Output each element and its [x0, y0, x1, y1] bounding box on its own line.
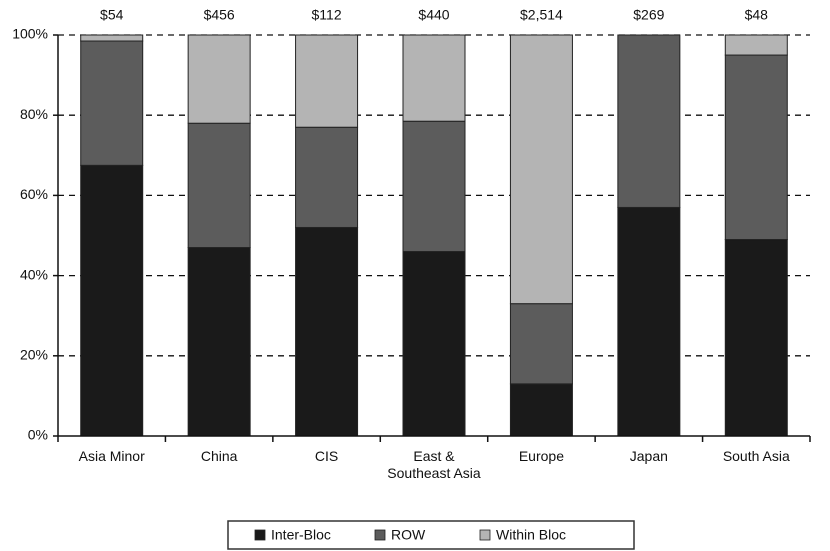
total-label: $112: [312, 7, 342, 23]
x-tick-label: Asia Minor: [78, 448, 145, 464]
bar-segment: [509, 383, 573, 437]
x-tick-label: CIS: [314, 448, 339, 464]
y-tick-label: 60%: [20, 186, 48, 202]
bar-segment: [402, 251, 466, 437]
total-label: $48: [745, 7, 769, 23]
bar-segment: [80, 34, 144, 42]
total-label: $2,514: [520, 7, 563, 23]
legend-swatch: [254, 529, 266, 541]
legend-box: [227, 520, 635, 550]
bar-segment: [724, 239, 788, 437]
total-label: $269: [633, 7, 664, 23]
bar-segment: [617, 206, 681, 437]
bar-segment: [617, 34, 681, 208]
bar-segment: [80, 40, 144, 166]
bar-segment: [402, 120, 466, 253]
bar-segment: [187, 34, 251, 124]
y-tick-label: 40%: [20, 266, 48, 282]
bar-segment: [509, 34, 573, 305]
bar-segment: [187, 247, 251, 437]
bar-segment: [295, 226, 359, 437]
bar-segment: [187, 122, 251, 249]
total-label: $54: [100, 7, 124, 23]
bar-segment: [295, 34, 359, 128]
legend-label: ROW: [391, 527, 426, 543]
y-tick-label: 100%: [12, 26, 48, 42]
bar-segment: [80, 164, 144, 437]
total-label: $456: [204, 7, 235, 23]
bar-segment: [724, 54, 788, 241]
legend-label: Within Bloc: [496, 527, 566, 543]
x-tick-label: East & Southeast Asia: [387, 448, 481, 481]
bar-segment: [509, 303, 573, 385]
total-label: $440: [418, 7, 449, 23]
legend-swatch: [374, 529, 386, 541]
y-tick-label: 0%: [28, 427, 48, 443]
bar-segment: [295, 126, 359, 228]
x-tick-label: China: [200, 448, 238, 464]
x-tick-label: South Asia: [722, 448, 790, 464]
x-tick-label: Europe: [518, 448, 564, 464]
x-tick-label: Japan: [629, 448, 668, 464]
y-tick-label: 80%: [20, 106, 48, 122]
bar-segment: [724, 34, 788, 56]
y-tick-label: 20%: [20, 347, 48, 363]
bar-segment: [402, 34, 466, 122]
legend-label: Inter-Bloc: [271, 527, 331, 543]
legend-swatch: [479, 529, 491, 541]
